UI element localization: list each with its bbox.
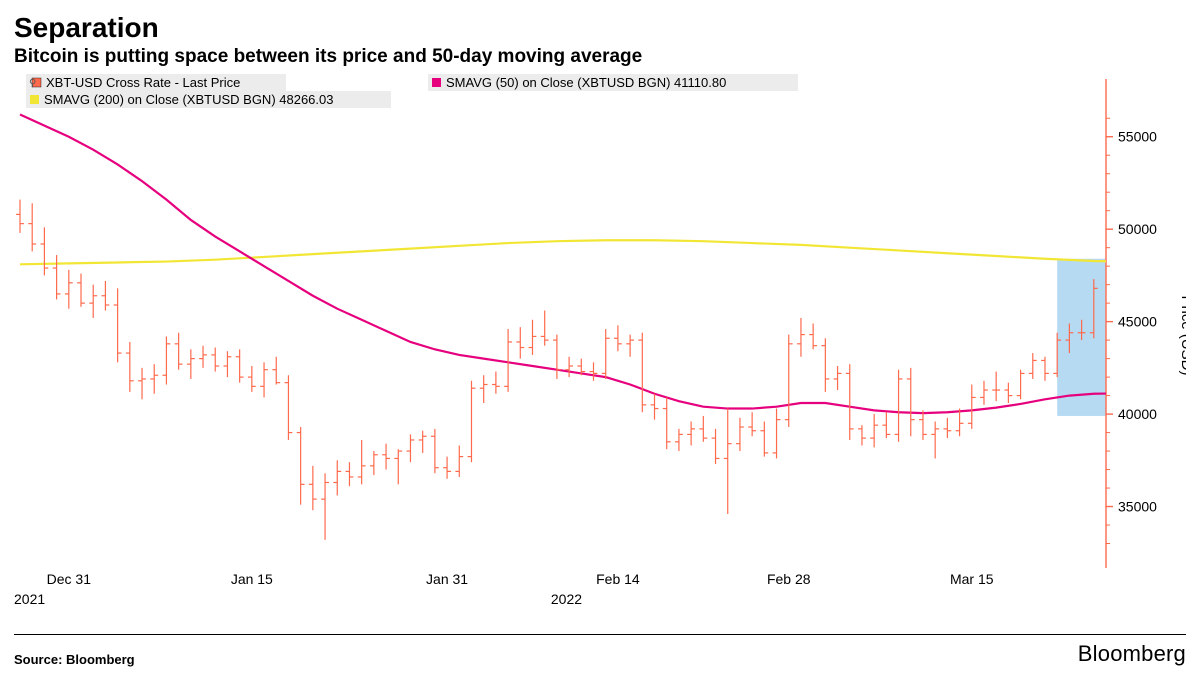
sma50-line	[20, 115, 1106, 414]
y-tick-label: 35000	[1118, 499, 1157, 515]
brand-label: Bloomberg	[1078, 641, 1186, 667]
x-tick-label: Jan 31	[426, 571, 468, 587]
y-tick-label: 55000	[1118, 129, 1157, 145]
x-tick-label: Feb 28	[767, 571, 811, 587]
sma200-line	[20, 240, 1106, 264]
chart-container: Separation Bitcoin is putting space betw…	[0, 0, 1200, 675]
chart-title: Separation	[14, 12, 1186, 44]
x-tick-label: Feb 14	[596, 571, 640, 587]
chart-footer: Source: Bloomberg Bloomberg	[14, 634, 1186, 667]
y-axis-title: Price (USD)	[1178, 295, 1186, 375]
source-label: Source: Bloomberg	[14, 652, 135, 667]
legend-label: SMAVG (50) on Close (XBTUSD BGN) 41110.8…	[446, 75, 726, 90]
chart-plot-area: 35000 40000 45000 50000 55000 Price (USD) Dec …	[14, 74, 1186, 630]
chart-svg: 35000 40000 45000 50000 55000 Price (USD) Dec …	[14, 74, 1186, 630]
legend-swatch-line-icon	[432, 78, 441, 87]
legend-label: SMAVG (200) on Close (XBTUSD BGN) 48266.…	[44, 92, 334, 107]
x-year-label: 2022	[551, 591, 582, 607]
x-tick-label: Jan 15	[231, 571, 273, 587]
x-tick-label: Mar 15	[950, 571, 994, 587]
legend-label: XBT-USD Cross Rate - Last Price	[46, 75, 240, 90]
y-tick-label: 40000	[1118, 406, 1157, 422]
chart-subtitle: Bitcoin is putting space between its pri…	[14, 46, 1186, 68]
y-tick-label: 50000	[1118, 221, 1157, 237]
x-tick-label: Dec 31	[47, 571, 92, 587]
x-year-label: 2021	[14, 591, 45, 607]
legend-swatch-line-icon	[30, 95, 39, 104]
svg-text:⚲: ⚲	[29, 78, 36, 89]
y-tick-label: 45000	[1118, 314, 1157, 330]
